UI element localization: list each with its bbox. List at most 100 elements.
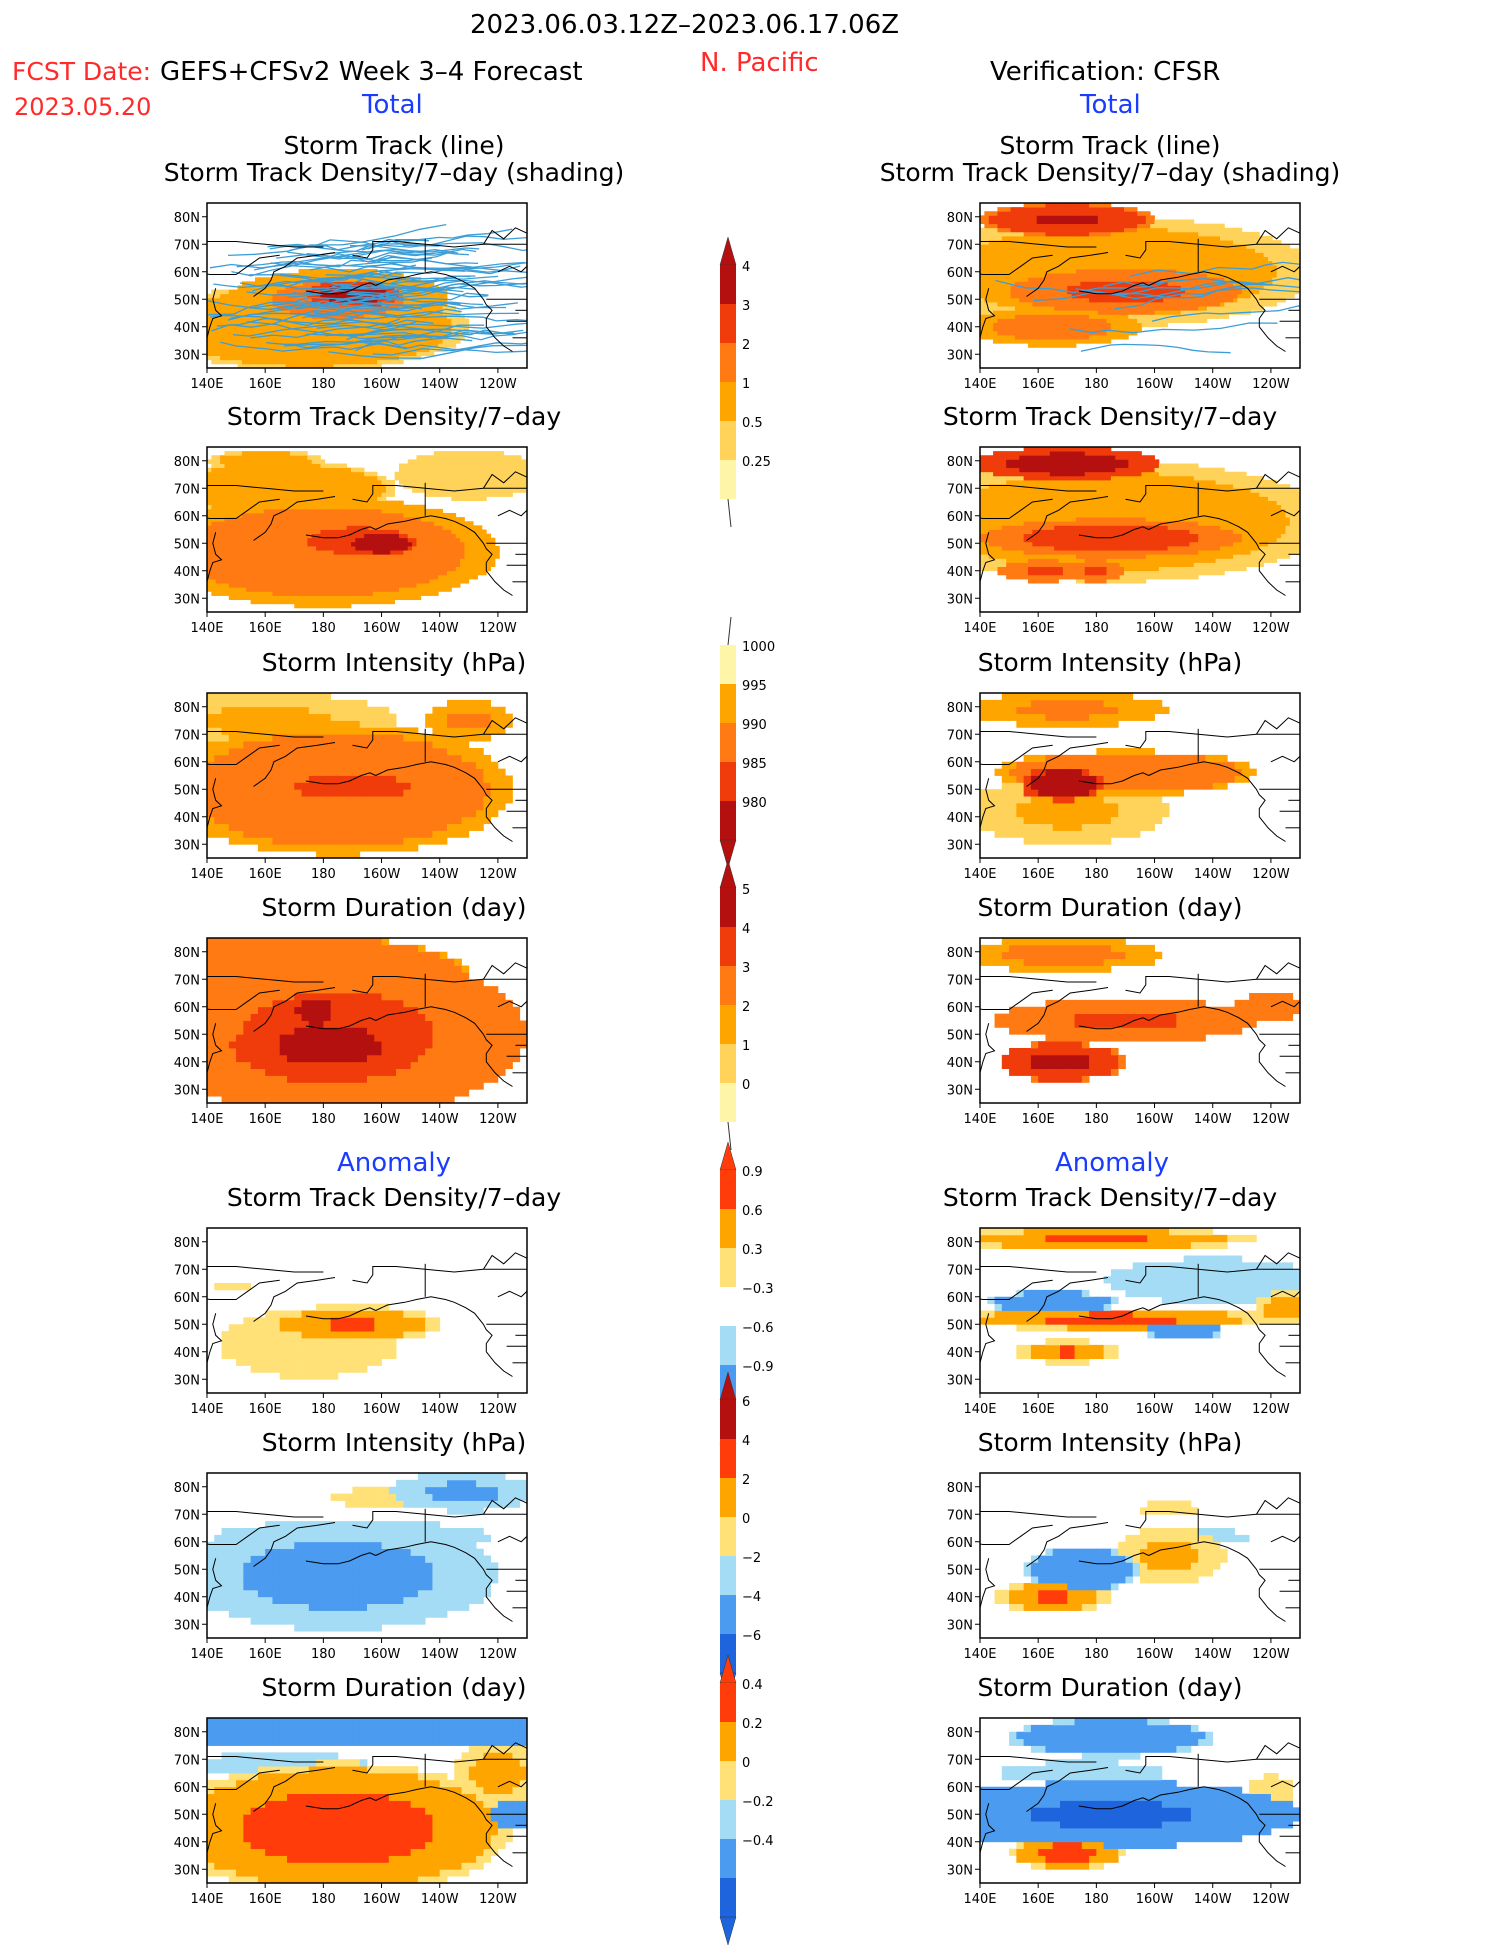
grid-cell [389,803,397,810]
grid-cell [251,741,259,748]
grid-cell [214,755,222,762]
grid-cell [316,484,321,489]
grid-cell [386,575,391,580]
grid-cell [399,579,404,584]
grid-cell [265,844,273,851]
grid-cell [460,550,465,555]
grid-cell [309,1055,317,1062]
grid-cell [425,831,433,838]
grid-cell [214,1069,222,1076]
grid-cell [216,542,221,547]
grid-cell [258,700,266,707]
grid-cell [229,945,237,952]
grid-cell [236,782,244,789]
grid-cell [216,339,221,344]
grid-cell [434,521,439,526]
grid-cell [272,530,277,535]
grid-cell [432,769,440,776]
grid-cell [242,451,247,456]
grid-cell [290,563,295,568]
grid-cell [255,298,260,303]
grid-cell [207,993,215,1000]
grid-cell [331,966,339,973]
grid-cell [294,587,299,592]
grid-cell [216,484,221,489]
grid-cell [460,534,465,539]
grid-cell [281,563,286,568]
grid-cell [242,347,247,352]
date-range-title: 2023.06.03.12Z–2023.06.17.06Z [470,10,899,40]
grid-cell [229,1048,237,1055]
grid-cell [342,546,347,551]
grid-cell [222,831,230,838]
grid-cell [478,472,483,477]
grid-cell [307,360,312,365]
grid-cell [242,310,247,315]
grid-cell [352,734,360,741]
grid-cell [508,480,513,485]
grid-cell [303,360,308,365]
grid-cell [390,534,395,539]
grid-cell [355,558,360,563]
grid-cell [323,817,331,824]
grid-cell [451,554,456,559]
grid-cell [338,707,346,714]
grid-cell [499,464,504,469]
grid-cell [355,587,360,592]
grid-cell [440,782,448,789]
grid-cell [238,290,243,295]
grid-cell [277,525,282,530]
grid-cell [320,517,325,522]
grid-cell [233,294,238,299]
grid-cell [447,546,452,551]
grid-cell [360,509,365,514]
grid-cell [236,979,244,986]
grid-cell [259,600,264,605]
grid-cell [258,1062,266,1069]
grid-cell [272,803,280,810]
grid-cell [236,1041,244,1048]
grid-cell [355,567,360,572]
grid-cell [464,571,469,576]
grid-cell [294,707,302,714]
grid-cell [360,945,368,952]
grid-cell [382,762,390,769]
grid-cell [224,360,229,365]
grid-cell [386,501,391,506]
grid-cell [390,517,395,522]
grid-cell [323,993,331,1000]
grid-cell [338,558,343,563]
grid-cell [265,972,273,979]
grid-cell [272,707,280,714]
grid-cell [416,480,421,485]
grid-cell [416,468,421,473]
grid-cell [264,298,269,303]
grid-cell [207,748,215,755]
grid-cell [382,492,387,497]
grid-cell [294,480,299,485]
grid-cell [258,734,266,741]
grid-cell [389,789,397,796]
grid-cell [399,542,404,547]
grid-cell [338,509,343,514]
grid-cell [451,546,456,551]
grid-cell [303,476,308,481]
grid-cell [412,550,417,555]
grid-cell [462,721,470,728]
grid-cell [281,579,286,584]
grid-cell [299,542,304,547]
grid-cell [272,352,277,357]
grid-cell [390,488,395,493]
grid-cell [491,769,499,776]
grid-cell [281,575,286,580]
grid-cell [312,286,317,291]
grid-cell [360,563,365,568]
grid-cell [268,554,273,559]
grid-cell [482,497,487,502]
grid-cell [386,542,391,547]
grid-cell [265,693,273,700]
grid-cell [338,1021,346,1028]
grid-cell [251,509,256,514]
grid-cell [268,600,273,605]
x-tick-label: 120W [479,621,517,636]
